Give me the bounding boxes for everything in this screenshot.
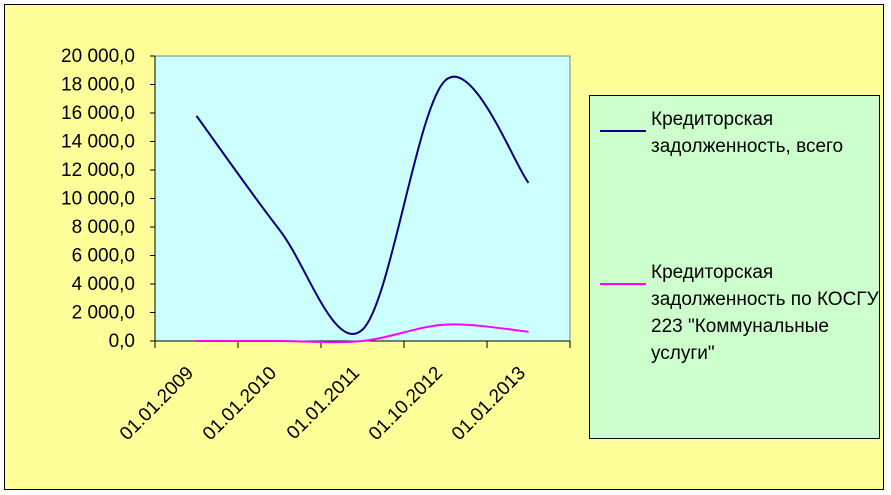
legend-label-kosgu-223: Кредиторская задолженность по КОСГУ 223 … xyxy=(651,262,879,364)
x-tick-label: 01.01.2013 xyxy=(448,363,530,445)
x-tick-label: 01.01.2011 xyxy=(283,363,364,444)
y-tick-label: 10 000,0 xyxy=(61,189,135,210)
x-axis-tick-labels: 01.01.2009 01.01.2010 01.01.2011 01.10.2012… xyxy=(116,363,530,445)
y-tick-label: 12 000,0 xyxy=(61,160,135,181)
legend: Кредиторская задолженность, всего Кредит… xyxy=(589,95,880,439)
series-line-kosgu-223 xyxy=(196,323,529,344)
legend-label-total-payables: Кредиторская задолженность, всего xyxy=(651,109,844,157)
series-line-total-payables xyxy=(195,75,530,335)
y-tick-label: 8 000,0 xyxy=(72,217,135,238)
y-tick-label: 14 000,0 xyxy=(61,132,135,153)
plot-area xyxy=(154,55,571,342)
y-tick-label: 16 000,0 xyxy=(61,103,135,124)
legend-swatch-kosgu-223 xyxy=(600,283,646,285)
y-tick-label: 18 000,0 xyxy=(61,75,135,96)
y-axis-tick-labels: 0,0 2 000,0 4 000,0 6 000,0 8 000,0 10 000,0 1… xyxy=(61,46,135,352)
series-lines xyxy=(195,75,530,344)
x-tick-label: 01.01.2010 xyxy=(199,363,281,445)
y-tick-label: 6 000,0 xyxy=(72,246,135,267)
x-tick-label: 01.01.2009 xyxy=(116,363,198,445)
x-tick-label: 01.10.2012 xyxy=(365,363,447,445)
legend-swatch-total-payables xyxy=(600,130,646,132)
y-tick-label: 20 000,0 xyxy=(61,46,135,67)
y-tick-label: 2 000,0 xyxy=(72,303,135,324)
y-tick-label: 0,0 xyxy=(109,331,135,352)
y-tick-label: 4 000,0 xyxy=(72,274,135,295)
